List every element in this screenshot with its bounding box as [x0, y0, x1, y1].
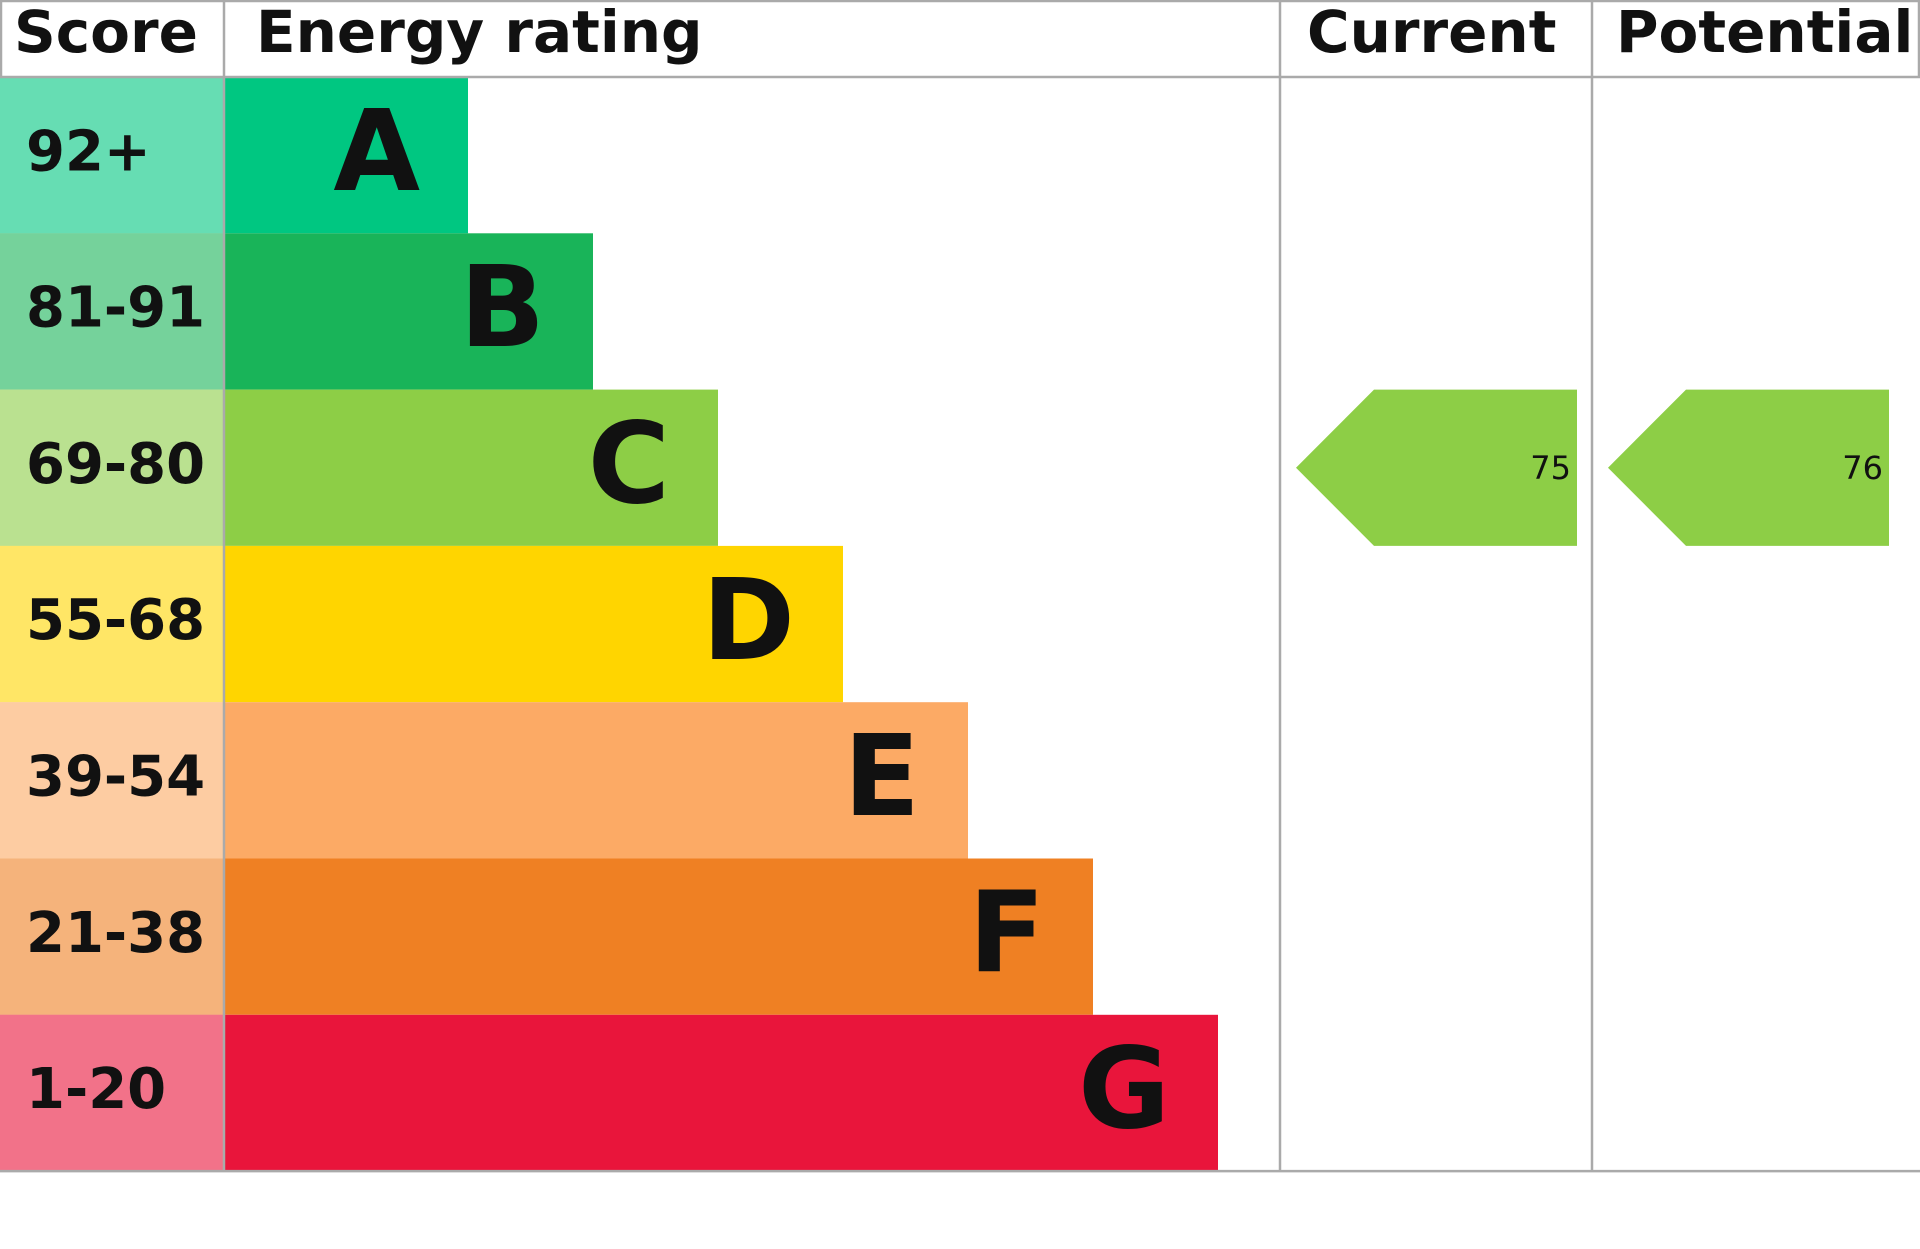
score-cell	[0, 389, 224, 546]
score-cell	[0, 545, 224, 703]
score-cell-tint	[0, 233, 224, 390]
score-range: 1-20	[26, 1057, 166, 1122]
score-cell-tint	[0, 702, 224, 859]
score-range: 21-38	[26, 901, 205, 966]
score-range: 81-91	[26, 276, 205, 341]
current-header: Current	[1307, 0, 1556, 66]
rating-value: 75	[1530, 449, 1571, 487]
rating-bar	[224, 389, 718, 546]
rating-letter: C	[588, 400, 670, 530]
rating-bar	[224, 545, 843, 703]
rating-arrow	[1296, 389, 1577, 546]
rating-bar	[224, 77, 468, 234]
rating-letter: B	[460, 243, 545, 373]
score-cell	[0, 77, 224, 234]
score-cell-tint	[0, 389, 224, 546]
rating-bar	[224, 702, 968, 859]
score-header: Score	[14, 0, 198, 66]
rating-arrow	[1608, 389, 1889, 546]
score-cell	[0, 233, 224, 390]
rating-bar	[224, 233, 593, 390]
rating-letter: G	[1078, 1025, 1170, 1155]
score-range: 92+	[26, 119, 151, 184]
score-cell	[0, 702, 224, 859]
rating-bar	[224, 858, 1093, 1015]
score-cell	[0, 1014, 224, 1172]
rating-bar	[224, 1014, 1218, 1172]
score-range: 55-68	[26, 588, 205, 653]
rating-letter: E	[843, 712, 920, 842]
score-cell-tint	[0, 1014, 224, 1172]
rating-letter: F	[968, 868, 1045, 998]
score-cell-tint	[0, 858, 224, 1015]
rating-letter: A	[333, 87, 420, 217]
potential-header: Potential	[1616, 0, 1913, 66]
score-cell-tint	[0, 77, 224, 234]
rating-value: 76	[1842, 449, 1883, 487]
rating-letter: D	[702, 556, 795, 686]
score-range: 39-54	[26, 744, 205, 809]
score-cell	[0, 858, 224, 1015]
score-range: 69-80	[26, 432, 205, 497]
score-cell-tint	[0, 545, 224, 703]
energy-header: Energy rating	[256, 0, 703, 66]
